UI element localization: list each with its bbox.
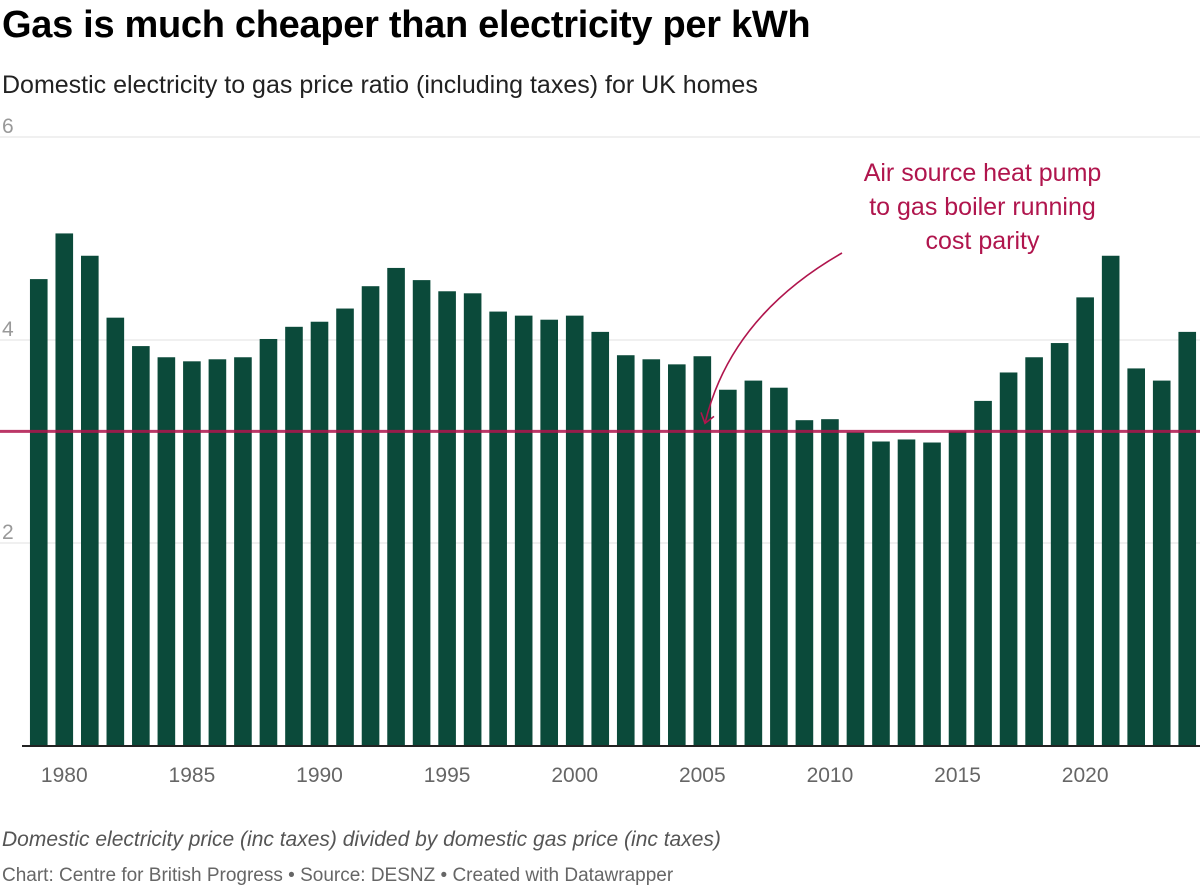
reference-layer: [0, 252, 1200, 433]
bar: [999, 372, 1018, 746]
bar: [1152, 380, 1171, 746]
bar: [744, 380, 763, 746]
bar: [336, 308, 354, 746]
bar: [80, 255, 99, 746]
x-tick-label: 1990: [296, 764, 343, 787]
bar: [565, 315, 584, 746]
bar: [55, 233, 74, 747]
chart-subtitle: Domestic electricity to gas price ratio …: [2, 71, 758, 99]
x-tick-label: 1980: [41, 764, 88, 787]
bar: [591, 331, 610, 746]
bar: [29, 279, 48, 746]
x-tick-label: 2020: [1062, 764, 1109, 787]
chart-footer: Chart: Centre for British Progress • Sou…: [2, 865, 674, 886]
bar: [795, 420, 814, 746]
y-tick-label: 6: [2, 115, 14, 138]
x-tick-label: 2005: [679, 764, 726, 787]
bar: [1178, 331, 1197, 746]
bar: [897, 439, 916, 746]
bar: [361, 286, 380, 746]
bar: [540, 319, 559, 746]
annotation-arrow: [704, 252, 843, 424]
bar: [106, 317, 125, 746]
chart-title: Gas is much cheaper than electricity per…: [2, 4, 811, 46]
bar: [514, 315, 533, 746]
bar: [770, 387, 788, 746]
chart-notes: Domestic electricity price (inc taxes) d…: [2, 828, 721, 851]
bar: [208, 359, 227, 746]
bar: [667, 364, 686, 746]
bar: [1076, 297, 1094, 746]
bar: [616, 355, 635, 746]
annotation-line: Air source heat pump: [863, 159, 1102, 187]
bar: [387, 267, 405, 746]
bar: [259, 338, 278, 746]
y-tick-label: 2: [2, 521, 14, 544]
bar: [642, 359, 661, 746]
x-tick-label: 2000: [551, 764, 598, 787]
bar: [693, 356, 712, 746]
annotation-arrowhead: [700, 412, 715, 425]
bar: [846, 432, 865, 746]
annotation-line: cost parity: [925, 227, 1040, 255]
x-tick-label: 2010: [807, 764, 854, 787]
bars: [29, 233, 1197, 747]
bar: [183, 361, 201, 746]
bar: [923, 442, 941, 746]
bar: [821, 419, 839, 746]
bar: [948, 431, 967, 746]
bar: [412, 280, 431, 746]
x-tick-label: 1995: [424, 764, 471, 787]
bar: [719, 389, 737, 746]
bar: [1025, 357, 1043, 746]
axes: 2 4 6 1980 1985 1990 1995 2000 2005 2010 2015 2020: [2, 115, 1200, 787]
bar: [157, 357, 176, 746]
bar: [1050, 343, 1069, 746]
annotation-line: to gas boiler running: [869, 193, 1096, 221]
bar: [1127, 368, 1146, 746]
bar: [872, 441, 890, 746]
bar: [132, 346, 150, 746]
bar: [310, 321, 329, 746]
bar: [285, 326, 303, 746]
x-tick-label: 2015: [934, 764, 981, 787]
bar: [463, 293, 482, 746]
x-tick-label: 1985: [169, 764, 216, 787]
bar: [234, 357, 252, 746]
y-tick-label: 4: [2, 318, 14, 341]
bar: [438, 291, 456, 746]
bar: [1101, 255, 1120, 746]
parity-annotation: Air source heat pump to gas boiler runni…: [780, 156, 1185, 258]
bar: [974, 400, 992, 746]
bar: [489, 311, 507, 746]
